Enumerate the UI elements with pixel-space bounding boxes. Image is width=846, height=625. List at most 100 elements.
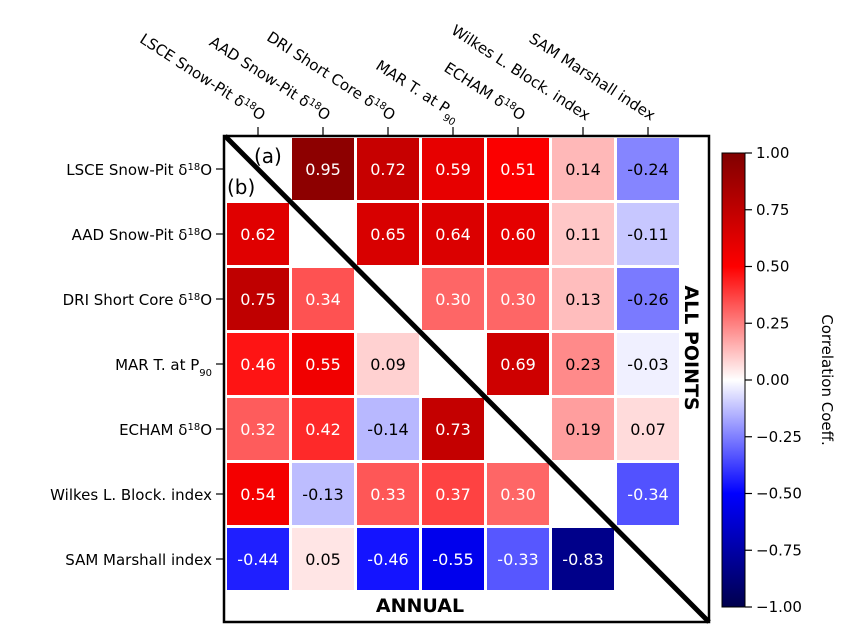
heatmap-cell: 0.54 xyxy=(227,463,289,525)
cell-value-label: 0.37 xyxy=(435,485,471,504)
heatmap-cell: 0.46 xyxy=(227,333,289,395)
cell-value-label: 0.30 xyxy=(435,290,471,309)
cell-fill xyxy=(487,528,549,590)
cell-value-label: -0.44 xyxy=(237,550,278,569)
cell-value-label: 0.51 xyxy=(500,160,536,179)
cell-fill xyxy=(487,203,549,265)
cell-value-label: -0.33 xyxy=(497,550,538,569)
heatmap-cell: 0.59 xyxy=(422,138,484,200)
heatmap-cell: -0.14 xyxy=(357,398,419,460)
cell-fill xyxy=(357,528,419,590)
heatmap-cell: 0.30 xyxy=(422,268,484,330)
cell-fill xyxy=(617,268,679,330)
heatmap-cell: 0.55 xyxy=(292,333,354,395)
cell-fill xyxy=(227,333,289,395)
column-label: LSCE Snow-Pit δ18O xyxy=(137,30,269,124)
colorbar-tick-label: −0.25 xyxy=(756,428,802,446)
cell-value-label: 0.33 xyxy=(370,485,406,504)
heatmap-cell: 0.60 xyxy=(487,203,549,265)
cell-fill xyxy=(357,333,419,395)
cell-fill xyxy=(552,398,614,460)
heatmap-cell: 0.69 xyxy=(487,333,549,395)
cell-value-label: -0.55 xyxy=(432,550,473,569)
cell-fill xyxy=(487,268,549,330)
row-label: SAM Marshall index xyxy=(65,551,212,569)
heatmap-cell: 0.73 xyxy=(422,398,484,460)
cell-fill xyxy=(422,463,484,525)
cell-value-label: 0.19 xyxy=(565,420,601,439)
cell-fill xyxy=(422,268,484,330)
cell-value-label: 0.62 xyxy=(240,225,276,244)
cell-value-label: -0.24 xyxy=(627,160,668,179)
cell-value-label: -0.26 xyxy=(627,290,668,309)
cell-fill xyxy=(487,463,549,525)
heatmap-cell: 0.05 xyxy=(292,528,354,590)
heatmap-cell: 0.33 xyxy=(357,463,419,525)
cell-fill xyxy=(552,203,614,265)
cell-fill xyxy=(227,398,289,460)
cell-fill xyxy=(227,463,289,525)
cell-fill xyxy=(227,528,289,590)
cell-fill xyxy=(422,203,484,265)
cell-value-label: 0.46 xyxy=(240,355,276,374)
cell-fill xyxy=(227,203,289,265)
cell-value-label: 0.75 xyxy=(240,290,276,309)
cell-value-label: -0.13 xyxy=(302,485,343,504)
cell-fill xyxy=(487,138,549,200)
cell-fill xyxy=(617,463,679,525)
cell-fill xyxy=(552,333,614,395)
row-labels: LSCE Snow-Pit δ18O AAD Snow-Pit δ18O DRI S… xyxy=(50,161,224,569)
cell-value-label: 0.65 xyxy=(370,225,406,244)
cell-value-label: 0.69 xyxy=(500,355,536,374)
row-label: LSCE Snow-Pit δ18O xyxy=(66,161,212,179)
heatmap-cell: 0.42 xyxy=(292,398,354,460)
cell-value-label: -0.03 xyxy=(627,355,668,374)
heatmap-cell: 0.37 xyxy=(422,463,484,525)
cell-fill xyxy=(617,203,679,265)
cell-fill xyxy=(357,203,419,265)
cell-fill xyxy=(552,268,614,330)
cell-value-label: 0.07 xyxy=(630,420,666,439)
heatmap-cell: 0.11 xyxy=(552,203,614,265)
heatmap-cell: 0.75 xyxy=(227,268,289,330)
colorbar xyxy=(721,152,746,608)
colorbar-label: Correlation Coeff. xyxy=(818,314,836,445)
heatmap-cell: -0.55 xyxy=(422,528,484,590)
heatmap-cell: -0.03 xyxy=(617,333,679,395)
cell-fill xyxy=(227,268,289,330)
cell-value-label: 0.72 xyxy=(370,160,406,179)
heatmap-cell: 0.64 xyxy=(422,203,484,265)
cell-fill xyxy=(617,333,679,395)
cell-fill xyxy=(357,138,419,200)
cell-value-label: 0.30 xyxy=(500,290,536,309)
heatmap-cell: 0.34 xyxy=(292,268,354,330)
cell-value-label: -0.34 xyxy=(627,485,668,504)
heatmap-cell: -0.83 xyxy=(552,528,614,590)
heatmap-cell: 0.07 xyxy=(617,398,679,460)
cell-fill xyxy=(617,398,679,460)
colorbar-tick-label: 0.75 xyxy=(756,201,789,219)
heatmap-cell: 0.23 xyxy=(552,333,614,395)
cell-value-label: 0.23 xyxy=(565,355,601,374)
colorbar-ticks: 1.00 0.75 0.50 0.25 0.00 −0.25 −0.50 −0.75 −1.00 xyxy=(745,144,802,616)
cell-value-label: 0.14 xyxy=(565,160,601,179)
cell-value-label: -0.11 xyxy=(627,225,668,244)
heatmap-cell: -0.26 xyxy=(617,268,679,330)
colorbar-tick-label: −0.75 xyxy=(756,541,802,559)
cell-value-label: 0.42 xyxy=(305,420,341,439)
heatmap-cell: -0.13 xyxy=(292,463,354,525)
cell-fill xyxy=(422,528,484,590)
row-label: DRI Short Core δ18O xyxy=(63,291,212,309)
heatmap-cell: -0.24 xyxy=(617,138,679,200)
cell-value-label: 0.54 xyxy=(240,485,276,504)
cell-value-label: 0.73 xyxy=(435,420,471,439)
cell-value-label: 0.32 xyxy=(240,420,276,439)
heatmap-cell: -0.33 xyxy=(487,528,549,590)
cell-fill xyxy=(552,138,614,200)
cell-value-label: -0.14 xyxy=(367,420,408,439)
cell-fill xyxy=(422,138,484,200)
heatmap-cell: 0.65 xyxy=(357,203,419,265)
heatmap-cell: -0.34 xyxy=(617,463,679,525)
all-points-label: ALL POINTS xyxy=(680,285,702,410)
